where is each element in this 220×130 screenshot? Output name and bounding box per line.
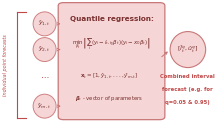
Text: forecast (e.g. for: forecast (e.g. for	[163, 87, 213, 92]
Text: Combined interval: Combined interval	[161, 74, 215, 79]
Ellipse shape	[33, 94, 56, 118]
Text: $\hat{y}_{1,t}$: $\hat{y}_{1,t}$	[38, 19, 51, 28]
Text: $\underset{\beta_t}{\min}\left|\sum_i(y_i-l_{t,t_0}\beta_t)(y_i-x_0\beta_t)\righ: $\underset{\beta_t}{\min}\left|\sum_i(y_…	[72, 37, 151, 52]
Text: q=0.05 & 0.95): q=0.05 & 0.95)	[165, 100, 210, 105]
Text: $[\hat{l}^q_t,\hat{u}^q_t]$: $[\hat{l}^q_t,\hat{u}^q_t]$	[177, 44, 198, 55]
Text: $\cdots$: $\cdots$	[40, 71, 49, 80]
Text: $\boldsymbol{\beta}_t$ - vector of parameters: $\boldsymbol{\beta}_t$ - vector of param…	[75, 94, 143, 103]
Ellipse shape	[33, 12, 56, 36]
Text: $\mathbf{x}_t = [1, \hat{y}_{1,t},...,\hat{y}_{m,t}]$: $\mathbf{x}_t = [1, \hat{y}_{1,t},...,\h…	[80, 72, 139, 81]
Text: $\hat{y}_{2,t}$: $\hat{y}_{2,t}$	[38, 45, 51, 54]
Text: $\hat{y}_{m,t}$: $\hat{y}_{m,t}$	[37, 102, 52, 111]
Ellipse shape	[170, 32, 206, 68]
Text: Individual point forecasts: Individual point forecasts	[4, 34, 8, 96]
FancyBboxPatch shape	[58, 3, 165, 120]
Ellipse shape	[33, 38, 56, 61]
Text: Quantile regression:: Quantile regression:	[70, 16, 154, 22]
